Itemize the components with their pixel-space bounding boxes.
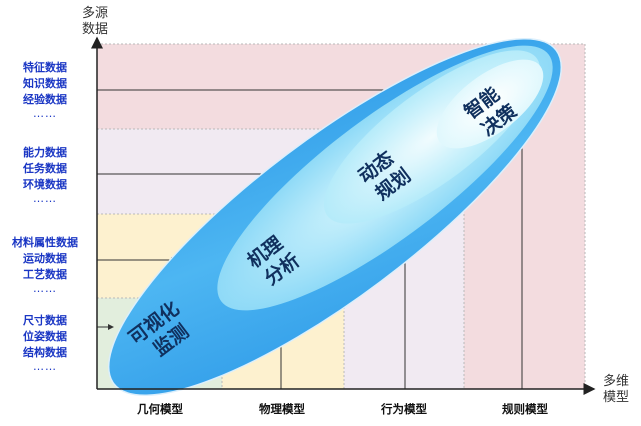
data-group-1: 特征数据 知识数据 经验数据 …… [2,60,88,120]
data-more: …… [33,192,57,205]
data-item: 工艺数据 [23,268,67,281]
data-item: 任务数据 [23,162,67,175]
data-item: 运动数据 [23,252,67,265]
data-item: 位姿数据 [23,330,67,343]
y-axis-title: 多源 数据 [72,6,118,38]
y-axis-title-line1: 多源 [81,6,108,21]
data-more: …… [33,360,57,373]
x-axis-title: 多维 模型 [592,374,640,406]
data-more: …… [33,107,57,120]
model-category-physics: 物理模型 [259,402,305,416]
data-group-4: 尺寸数据 位姿数据 结构数据 …… [2,313,88,373]
y-axis-title-line2: 数据 [81,22,108,37]
stage-ellipses [107,38,563,396]
x-axis-title-line1: 多维 [602,374,629,389]
x-axis-title-line2: 模型 [602,390,629,405]
data-item: 知识数据 [23,77,67,90]
model-category-geometry: 几何模型 [137,402,183,416]
data-group-3: 材料属性数据 运动数据 工艺数据 …… [2,235,88,295]
data-item: 环境数据 [23,178,67,191]
data-item: 特征数据 [23,61,67,74]
data-item: 尺寸数据 [23,314,67,327]
data-item: 材料属性数据 [12,236,78,249]
model-category-rules: 规则模型 [502,402,548,416]
data-item: 能力数据 [23,146,67,159]
data-more: …… [33,282,57,295]
data-group-2: 能力数据 任务数据 环境数据 …… [2,145,88,205]
data-arrows [97,87,407,330]
data-item: 经验数据 [23,93,67,106]
data-item: 结构数据 [23,346,67,359]
model-category-behavior: 行为模型 [381,402,427,416]
ellipse-intelligent-decision [436,59,544,149]
